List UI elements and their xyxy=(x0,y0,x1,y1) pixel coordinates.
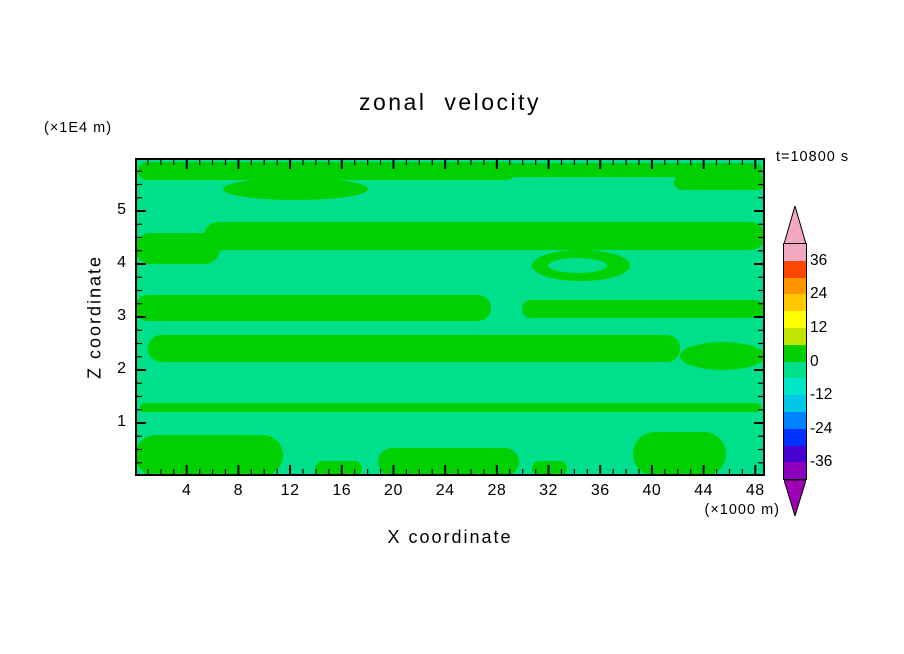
x-tick-labels: 4 8 12 16 20 24 28 32 36 40 44 48 xyxy=(135,482,765,502)
contour-band-positive xyxy=(632,432,726,476)
colorbar-tick-label: -12 xyxy=(810,386,833,404)
colorbar-top-arrow-icon xyxy=(784,206,806,244)
x-axis-title: X coordinate xyxy=(387,527,513,547)
x-tick-label: 36 xyxy=(590,482,610,499)
contour-band-positive xyxy=(377,448,520,476)
contour-band-positive xyxy=(673,173,765,191)
x-tick-label: 48 xyxy=(745,482,765,499)
y-tick-label: 5 xyxy=(117,201,126,218)
colorbar-tick-label: -36 xyxy=(810,453,833,471)
colorbar-block xyxy=(784,395,806,412)
contour-band-positive xyxy=(147,335,680,362)
x-tick-label: 44 xyxy=(694,482,714,499)
colorbar-block xyxy=(784,311,806,328)
x-tick-label: 12 xyxy=(280,482,300,499)
colorbar-bottom-arrow-shape xyxy=(784,480,806,516)
contour-band-positive xyxy=(204,221,765,251)
colorbar-block xyxy=(784,244,806,261)
contour-band-positive xyxy=(135,232,221,264)
contour-band-positive xyxy=(679,341,765,370)
x-tick-label: 40 xyxy=(642,482,662,499)
plot-area xyxy=(135,158,765,476)
x-tick-label: 28 xyxy=(487,482,507,499)
colorbar-block xyxy=(784,411,806,429)
contour-band-positive xyxy=(135,435,284,476)
colorbar-tick-label: 12 xyxy=(810,319,828,336)
x-tick-label: 32 xyxy=(539,482,558,499)
colorbar-block xyxy=(784,445,806,463)
colorbar-block xyxy=(784,327,806,345)
contour-band-positive xyxy=(223,177,369,200)
contour-band-positive xyxy=(138,161,517,181)
y-tick-label: 3 xyxy=(117,307,126,324)
colorbar-tick-label: -24 xyxy=(810,419,833,437)
contour-band-positive xyxy=(314,460,362,476)
colorbar-top-arrow-shape xyxy=(784,206,806,244)
x-tick-label: 8 xyxy=(233,482,244,499)
y-tick-label: 2 xyxy=(117,360,126,377)
x-tick-label: 4 xyxy=(181,482,192,499)
x-axis-unit-label: (×1000 m) xyxy=(704,502,780,518)
y-tick-label: 4 xyxy=(117,254,126,271)
contour-band-positive xyxy=(522,300,765,318)
colorbar-block xyxy=(784,462,806,480)
contour-band-positive xyxy=(140,403,761,413)
colorbar-block xyxy=(784,361,806,379)
colorbar-block xyxy=(784,428,806,446)
y-axis-unit-label: (×1E4 m) xyxy=(44,120,113,136)
colorbar xyxy=(784,244,806,480)
colorbar-tick-label: 36 xyxy=(810,251,828,269)
colorbar-block xyxy=(784,277,806,295)
colorbar-tick-label: 24 xyxy=(810,285,828,303)
colorbar-bottom-arrow-icon xyxy=(784,480,806,516)
contour-band-positive xyxy=(135,294,491,321)
x-tick-label: 24 xyxy=(435,482,455,499)
x-tick-label: 20 xyxy=(384,482,403,499)
x-tick-label: 16 xyxy=(332,482,352,499)
colorbar-tick-label: 0 xyxy=(810,352,819,370)
contour-fill-layer xyxy=(135,158,765,476)
chart-title: zonal velocity xyxy=(358,89,542,115)
colorbar-block xyxy=(784,260,806,278)
y-tick-labels: 1 2 3 4 5 xyxy=(96,158,126,476)
contour-band-positive xyxy=(531,460,567,476)
colorbar-block xyxy=(784,378,806,396)
y-tick-label: 1 xyxy=(117,413,126,430)
time-annotation: t=10800 s xyxy=(776,149,850,165)
colorbar-block xyxy=(784,294,806,312)
colorbar-block xyxy=(784,344,806,362)
